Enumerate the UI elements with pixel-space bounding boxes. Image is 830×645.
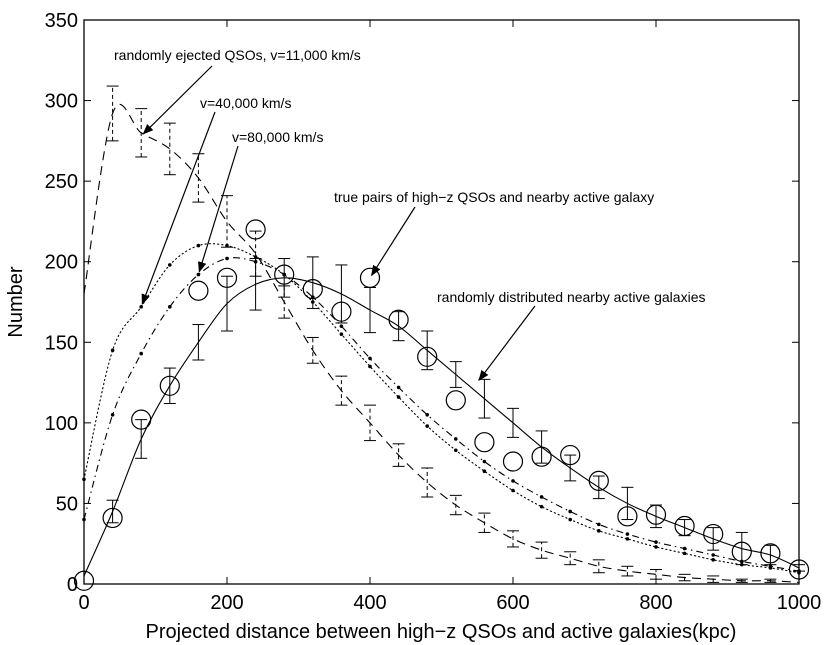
series-dashed — [83, 85, 800, 583]
data-marker — [568, 517, 572, 522]
x-tick-label: 600 — [496, 592, 529, 614]
y-tick-label: 250 — [45, 171, 78, 193]
data-marker — [625, 532, 630, 536]
x-tick-label: 1000 — [777, 592, 822, 614]
y-tick-label: 150 — [45, 332, 78, 354]
plot-frame — [83, 19, 800, 585]
data-marker — [482, 459, 487, 464]
data-marker — [225, 256, 229, 261]
annotation-arrow — [371, 206, 416, 277]
data-marker — [168, 263, 172, 267]
y-tick-label: 200 — [45, 252, 78, 274]
data-marker — [740, 562, 744, 567]
data-point — [245, 219, 266, 240]
data-point — [188, 280, 209, 301]
y-tick-label: 300 — [45, 91, 78, 113]
x-tick-label: 800 — [639, 592, 672, 614]
annotation-label: randomly ejected QSOs, v=11,000 km/s — [114, 47, 361, 63]
x-tick-label: 0 — [78, 592, 89, 614]
data-marker — [511, 488, 515, 493]
data-marker — [82, 517, 86, 522]
y-tick-label: 50 — [56, 493, 78, 515]
data-marker — [168, 305, 172, 309]
data-marker — [539, 504, 544, 509]
data-marker — [196, 272, 201, 277]
annotation-arrow — [141, 111, 216, 306]
data-marker — [253, 259, 258, 264]
data-marker — [797, 570, 801, 575]
data-marker — [539, 495, 544, 499]
data-point — [474, 432, 495, 453]
annotation-label: v=40,000 km/s — [200, 95, 291, 111]
data-marker — [282, 272, 287, 277]
data-marker — [110, 348, 115, 353]
annotation-label: randomly distributed nearby active galax… — [437, 289, 705, 305]
annotation-arrow — [142, 65, 213, 135]
series-line — [83, 277, 800, 577]
y-tick-label: 100 — [45, 413, 78, 435]
series-line — [83, 243, 800, 574]
series-line — [83, 104, 800, 583]
series-dash-dot — [82, 256, 801, 573]
y-tick-label: 0 — [67, 574, 78, 596]
series-layer — [73, 85, 810, 591]
data-marker — [482, 469, 487, 474]
y-tick-label: 350 — [45, 10, 78, 32]
data-marker — [368, 364, 372, 369]
data-marker — [139, 351, 143, 356]
data-point — [73, 570, 95, 591]
series-dotted — [82, 243, 801, 575]
data-point — [502, 451, 524, 472]
y-axis-label: Number — [5, 266, 27, 337]
data-marker — [339, 332, 344, 337]
data-marker — [368, 356, 372, 361]
data-marker — [740, 559, 744, 564]
data-marker — [454, 437, 458, 441]
data-point — [445, 390, 466, 411]
annotation-layer: randomly ejected QSOs, v=11,000 km/s v=40… — [114, 47, 705, 382]
data-marker — [625, 537, 630, 541]
data-marker — [396, 395, 401, 399]
data-marker — [253, 255, 258, 259]
data-marker — [568, 509, 572, 514]
data-marker — [311, 300, 315, 304]
data-marker — [768, 566, 773, 570]
annotation-arrow — [198, 145, 239, 273]
data-marker — [654, 540, 658, 544]
annotation-arrow — [478, 305, 536, 382]
data-marker — [311, 295, 315, 299]
data-marker — [110, 413, 115, 417]
data-marker — [339, 324, 344, 328]
data-marker — [511, 479, 515, 483]
x-tick-label: 400 — [353, 592, 386, 614]
data-marker — [196, 243, 201, 248]
data-marker — [711, 553, 715, 557]
data-marker — [82, 477, 86, 482]
data-marker — [396, 385, 401, 390]
data-marker — [597, 529, 601, 533]
data-marker — [425, 413, 430, 417]
tick-layer: 0 200 400 600 800 1000 0 50 100 150 200 250 300 350 — [45, 10, 822, 614]
data-point — [359, 267, 381, 288]
data-marker — [225, 243, 229, 248]
data-marker — [139, 305, 143, 309]
data-marker — [682, 551, 687, 556]
data-marker — [454, 448, 458, 453]
x-tick-label: 200 — [210, 592, 243, 614]
data-marker — [711, 558, 715, 562]
x-axis-label: Projected distance between high−z QSOs a… — [146, 621, 737, 643]
data-marker — [682, 546, 687, 551]
data-marker — [597, 522, 601, 527]
series-line — [83, 257, 800, 572]
annotation-label: v=80,000 km/s — [232, 129, 323, 145]
data-marker — [654, 545, 658, 549]
series-circles — [73, 219, 810, 591]
annotation-label: true pairs of high−z QSOs and nearby act… — [334, 189, 654, 205]
data-marker — [425, 424, 430, 428]
